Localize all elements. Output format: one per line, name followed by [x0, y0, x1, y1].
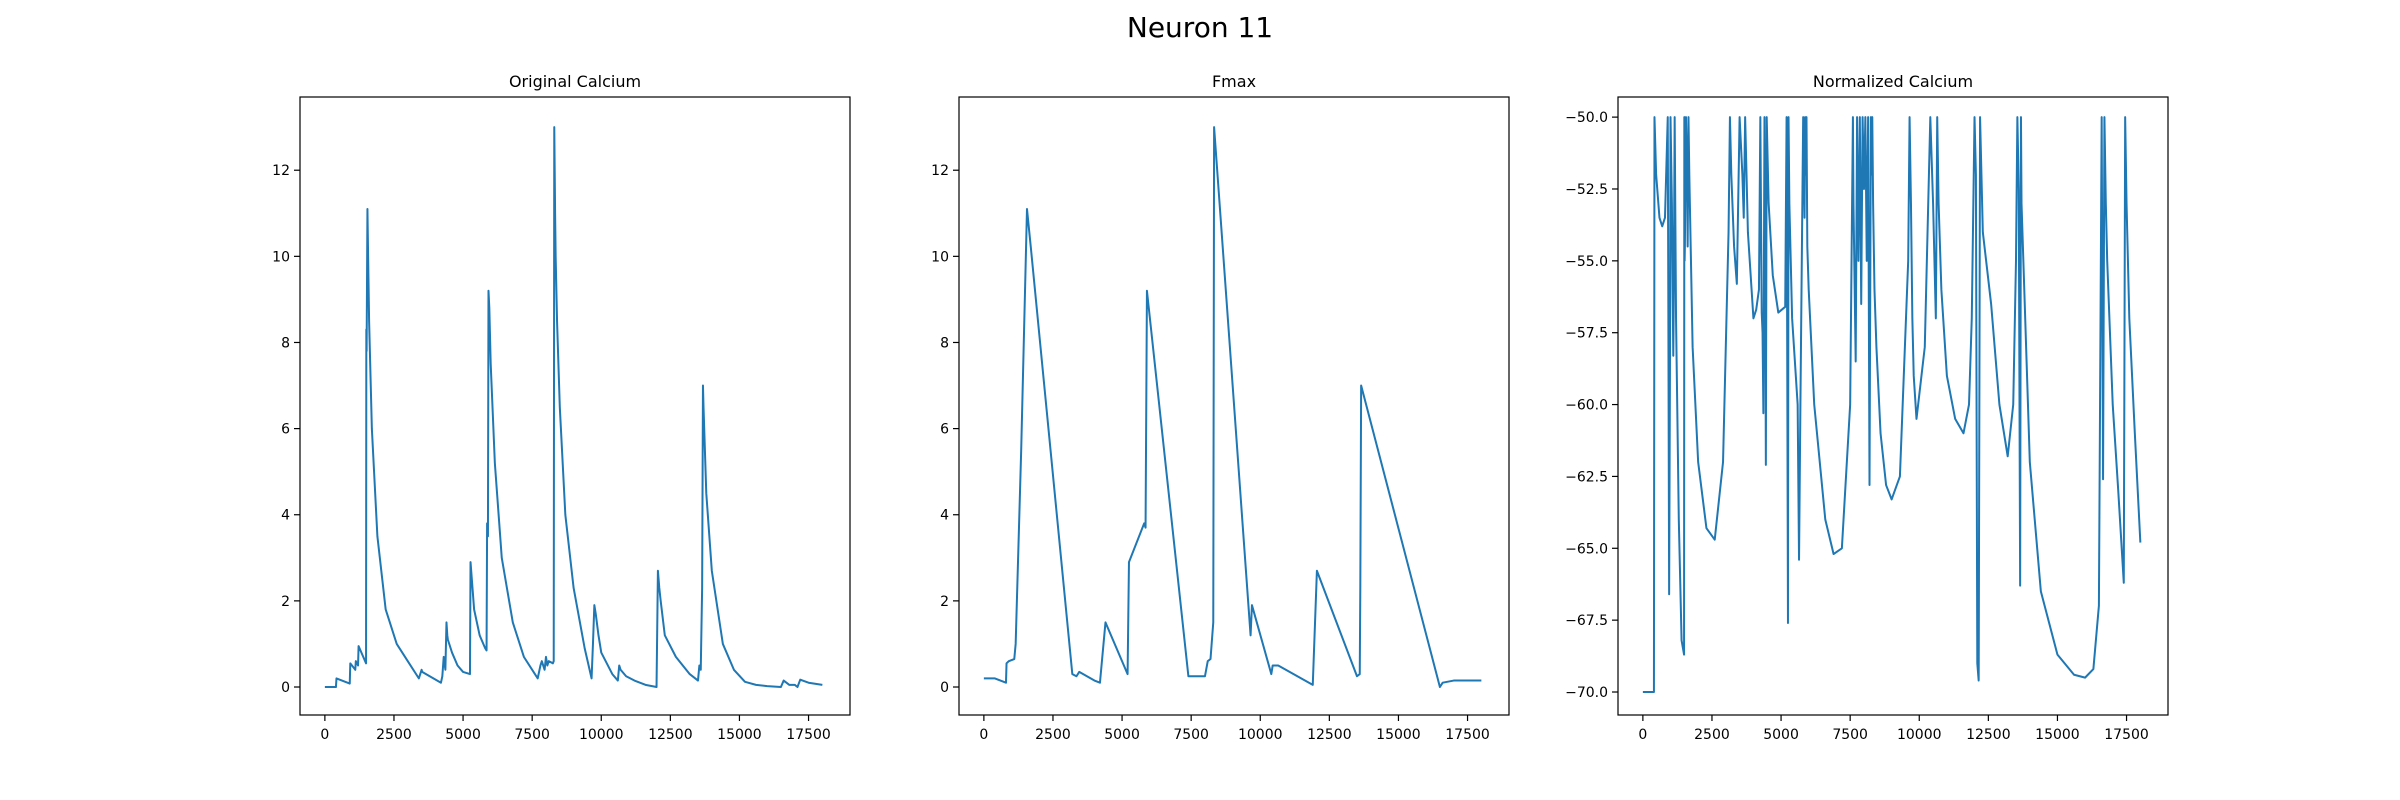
- y-tick-label: −70.0: [1565, 685, 1608, 701]
- subplot-3: Normalized Calcium 0 2500 5000 7500 10000 1250…: [1565, 72, 2169, 743]
- axes-frame: [958, 96, 1510, 716]
- y-tick-label: 4: [940, 508, 949, 524]
- y-tick-label: 2: [940, 594, 949, 610]
- figure-suptitle: Neuron 11: [1126, 11, 1274, 44]
- y-tick-label: −60.0: [1565, 398, 1608, 414]
- y-tick-label: 6: [281, 422, 290, 438]
- x-tick-label: 5000: [1763, 727, 1799, 743]
- y-tick-label: 6: [940, 422, 949, 438]
- y-tick-label: 8: [281, 335, 290, 351]
- x-tick-label: 7500: [514, 727, 550, 743]
- series-line: [1642, 116, 2142, 693]
- y-tick-label: 10: [272, 249, 290, 265]
- x-tick-label: 12500: [1307, 727, 1352, 743]
- x-tick-label: 0: [979, 727, 988, 743]
- x-tick-label: 2500: [376, 727, 412, 743]
- y-tick-label: −67.5: [1565, 613, 1608, 629]
- x-tick-label: 17500: [1445, 727, 1490, 743]
- subplot-1: Original Calcium 0 2500 5000 7500 10000 12500 1…: [272, 72, 851, 743]
- x-tick-label: 2500: [1035, 727, 1071, 743]
- x-tick-label: 15000: [2035, 727, 2080, 743]
- y-tick-label: −55.0: [1565, 254, 1608, 270]
- subplot-title: Normalized Calcium: [1813, 72, 1973, 91]
- x-tick-label: 15000: [1376, 727, 1421, 743]
- x-tick-label: 7500: [1832, 727, 1868, 743]
- x-tick-label: 17500: [2104, 727, 2149, 743]
- series-line: [324, 126, 823, 689]
- y-tick-label: 0: [281, 680, 290, 696]
- y-tick-label: 8: [940, 335, 949, 351]
- y-tick-label: −52.5: [1565, 182, 1608, 198]
- y-tick-label: −62.5: [1565, 469, 1608, 485]
- subplot-title: Original Calcium: [509, 72, 641, 91]
- x-tick-label: 7500: [1173, 727, 1209, 743]
- x-tick-label: 10000: [1897, 727, 1942, 743]
- subplot-2: Fmax 0 2500 5000 7500 10000 12500 15000 17500 0 2 4…: [931, 72, 1510, 743]
- x-tick-label: 10000: [579, 727, 624, 743]
- y-tick-label: 12: [272, 163, 290, 179]
- y-tick-label: 10: [931, 249, 949, 265]
- axes-frame: [299, 96, 851, 716]
- x-tick-label: 5000: [1104, 727, 1140, 743]
- y-tick-label: 0: [940, 680, 949, 696]
- y-tick-label: 12: [931, 163, 949, 179]
- x-tick-label: 2500: [1694, 727, 1730, 743]
- x-tick-label: 15000: [717, 727, 762, 743]
- x-tick-label: 10000: [1238, 727, 1283, 743]
- x-tick-label: 0: [320, 727, 329, 743]
- y-tick-label: −57.5: [1565, 326, 1608, 342]
- y-tick-label: −50.0: [1565, 110, 1608, 126]
- x-tick-label: 12500: [1966, 727, 2011, 743]
- y-tick-label: 4: [281, 508, 290, 524]
- series-line: [983, 126, 1482, 689]
- x-tick-label: 5000: [445, 727, 481, 743]
- y-tick-label: 2: [281, 594, 290, 610]
- y-tick-label: −65.0: [1565, 541, 1608, 557]
- x-tick-label: 17500: [786, 727, 831, 743]
- x-tick-label: 0: [1638, 727, 1647, 743]
- axes-frame: [1617, 96, 2169, 716]
- x-tick-label: 12500: [648, 727, 693, 743]
- subplot-title: Fmax: [1212, 72, 1256, 91]
